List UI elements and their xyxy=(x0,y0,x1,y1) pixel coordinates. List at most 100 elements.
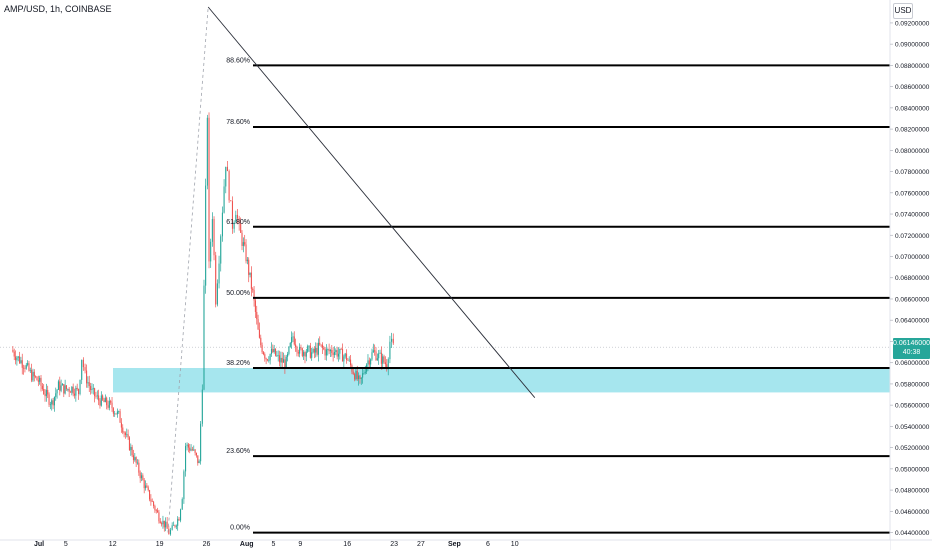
candle-body xyxy=(320,344,322,346)
candle-body xyxy=(205,185,207,286)
candle-body xyxy=(292,336,294,338)
trendline xyxy=(207,6,536,399)
fib-level-label: 23.60% xyxy=(226,448,250,455)
y-tick-label: 0.06000000 xyxy=(895,360,930,367)
candle-body xyxy=(324,349,326,356)
candle-body xyxy=(35,376,37,378)
candle-body xyxy=(299,347,301,354)
candle-body xyxy=(116,411,118,415)
candle-body xyxy=(301,348,303,356)
candle-body xyxy=(360,377,362,380)
y-tick-label: 0.08800000 xyxy=(895,63,930,70)
candle-body xyxy=(189,447,191,451)
candle-body xyxy=(268,360,270,361)
candle-body xyxy=(376,358,378,361)
candle-body xyxy=(32,371,34,381)
candle-body xyxy=(81,359,83,380)
candle-body xyxy=(358,375,360,380)
candle-body xyxy=(266,359,269,361)
candle-body xyxy=(41,385,43,389)
candle-body xyxy=(29,370,31,371)
candle-body xyxy=(257,319,259,330)
candle-body xyxy=(305,351,307,357)
candle-body xyxy=(380,352,382,364)
currency-button[interactable]: USD xyxy=(893,3,913,19)
candle-body xyxy=(147,487,149,491)
candle-body xyxy=(296,347,298,352)
candle-body xyxy=(23,367,25,369)
candle-body xyxy=(48,394,50,405)
candle-body xyxy=(291,337,293,344)
candle-body xyxy=(55,393,57,397)
y-tick-label: 0.08400000 xyxy=(895,105,930,112)
candle-body xyxy=(98,395,100,401)
candle-body xyxy=(281,357,283,363)
candle-body xyxy=(27,363,29,365)
candle-body xyxy=(25,364,27,369)
candle-body xyxy=(260,337,262,346)
candle-body xyxy=(120,422,122,428)
candle-body xyxy=(163,520,165,528)
candle-body xyxy=(197,455,199,464)
candle-body xyxy=(90,386,92,391)
candle-body xyxy=(159,521,161,524)
candle-body xyxy=(194,449,196,453)
candle-body xyxy=(315,347,317,353)
candle-body xyxy=(278,355,281,363)
candle-body xyxy=(201,389,203,424)
y-tick-label: 0.08600000 xyxy=(895,84,930,91)
candle-body xyxy=(68,388,70,392)
candle-body xyxy=(154,505,156,511)
candle-body xyxy=(262,352,264,355)
candle-body xyxy=(136,462,139,464)
candle-body xyxy=(106,397,108,406)
candle-body xyxy=(253,290,255,301)
candle-body xyxy=(77,389,80,395)
candle-body xyxy=(343,356,345,362)
candle-body xyxy=(19,356,21,363)
candle-body xyxy=(225,166,227,187)
candle-body xyxy=(323,347,325,350)
candle-body xyxy=(325,349,327,356)
candle-body xyxy=(245,244,247,262)
candle-body xyxy=(178,518,180,521)
x-tick-label: 5 xyxy=(64,541,68,548)
candle-body xyxy=(389,341,391,360)
candle-body xyxy=(40,377,42,386)
candle-body xyxy=(244,242,246,245)
bar-countdown: 40:38 xyxy=(902,349,921,356)
candle-body xyxy=(36,376,38,381)
candle-body xyxy=(21,360,23,368)
fib-level-label: 50.00% xyxy=(226,290,250,297)
candle-body xyxy=(258,329,260,338)
y-tick-label: 0.05600000 xyxy=(895,403,930,410)
candle-body xyxy=(162,520,164,525)
candle-body xyxy=(226,166,228,172)
candle-body xyxy=(273,348,275,353)
candle-body xyxy=(88,382,90,387)
candle-body xyxy=(102,395,104,400)
candle-body xyxy=(135,457,137,463)
y-tick-label: 0.09000000 xyxy=(895,42,930,49)
candle-body xyxy=(174,525,176,527)
candle-body xyxy=(161,523,163,525)
candle-body xyxy=(238,218,240,224)
y-tick-label: 0.07200000 xyxy=(895,233,930,240)
candle-body xyxy=(213,219,215,256)
candle-body xyxy=(130,446,132,451)
candle-body xyxy=(367,360,369,365)
price-axis-bg xyxy=(890,0,932,550)
candle-body xyxy=(72,386,74,394)
candle-body xyxy=(277,355,279,357)
candle-body xyxy=(33,371,35,377)
candle-body xyxy=(100,395,102,406)
candle-body xyxy=(17,356,19,358)
candles-group xyxy=(12,112,394,536)
candle-body xyxy=(240,223,242,233)
candle-body xyxy=(246,259,248,262)
candle-body xyxy=(332,352,334,355)
candle-body xyxy=(321,344,323,348)
candle-body xyxy=(378,353,380,359)
